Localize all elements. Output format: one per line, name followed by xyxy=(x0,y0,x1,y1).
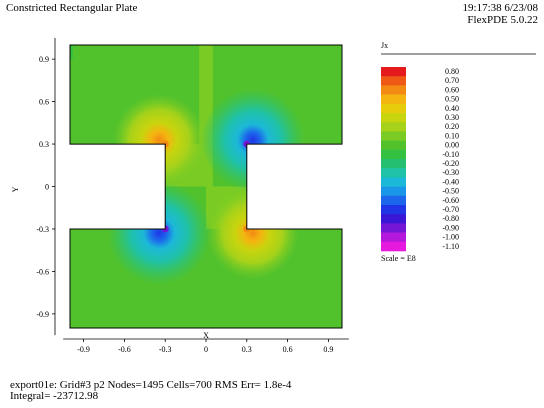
legend-label: -1.00 xyxy=(442,233,459,242)
legend-swatch xyxy=(381,113,406,123)
legend-label: -0.10 xyxy=(442,150,459,159)
legend-swatch xyxy=(381,103,406,114)
footer-grid-stats: export01e: Grid#3 p2 Nodes=1495 Cells=70… xyxy=(10,379,292,391)
timestamp: 19:17:38 6/23/08 xyxy=(462,2,538,14)
legend-scale: Scale = E8 xyxy=(381,254,416,263)
x-tick-label: 0 xyxy=(204,345,208,354)
legend-swatch xyxy=(381,67,406,77)
legend-swatch xyxy=(381,232,406,243)
legend-swatch xyxy=(381,94,406,105)
x-tick-label: 0.3 xyxy=(242,345,252,354)
legend-swatch xyxy=(381,131,406,141)
timestamp-block: 19:17:38 6/23/08 FlexPDE 5.0.22 xyxy=(463,2,538,26)
legend-swatch xyxy=(381,168,406,178)
legend-label: -0.60 xyxy=(442,196,459,205)
x-axis-ticks: -0.9 -0.6 -0.3 0 0.3 0.6 0.9 xyxy=(77,339,333,354)
legend-swatch xyxy=(381,159,406,169)
legend-title: Jx xyxy=(381,41,388,50)
legend-swatch xyxy=(381,85,406,95)
legend-label: -0.30 xyxy=(442,168,459,177)
y-tick-label: -0.3 xyxy=(36,225,49,234)
plate-outline xyxy=(69,44,343,329)
legend-swatch xyxy=(381,149,406,160)
legend-label: 0.40 xyxy=(445,104,459,113)
legend-swatch xyxy=(381,223,406,233)
y-tick-label: 0.6 xyxy=(39,98,49,107)
legend-label: 0.60 xyxy=(445,85,459,94)
y-tick-label: -0.9 xyxy=(36,310,49,319)
legend-label: -0.80 xyxy=(442,214,459,223)
color-legend: 0.800.700.600.500.400.300.200.100.00-0.1… xyxy=(381,67,459,252)
legend-label: 0.20 xyxy=(445,122,459,131)
y-axis-label: Y xyxy=(11,186,20,192)
hotspot-mark xyxy=(113,94,206,187)
legend-label: -0.40 xyxy=(442,177,459,186)
legend-swatch xyxy=(381,140,406,151)
legend-label: -0.70 xyxy=(442,205,459,214)
x-axis-label: X xyxy=(203,331,209,340)
legend-label: 0.10 xyxy=(445,131,459,140)
hotspot-mark xyxy=(107,180,212,285)
footer-info: export01e: Grid#3 p2 Nodes=1495 Cells=70… xyxy=(10,380,291,402)
x-tick-label: 0.9 xyxy=(323,345,333,354)
y-axis-ticks: 0.9 0.6 0.3 0 -0.3 -0.6 -0.9 xyxy=(36,55,55,319)
x-tick-label: -0.9 xyxy=(77,345,90,354)
legend-label: -0.90 xyxy=(442,223,459,232)
hotspot-mark xyxy=(200,88,305,193)
y-tick-label: -0.6 xyxy=(36,267,49,276)
legend-swatch xyxy=(381,214,406,224)
legend-label: 0.50 xyxy=(445,95,459,104)
y-tick-label: 0.3 xyxy=(39,140,49,149)
hotspot-mark xyxy=(206,186,299,279)
x-tick-label: 0.6 xyxy=(283,345,293,354)
legend-swatch xyxy=(381,122,406,132)
legend-swatch xyxy=(381,177,406,187)
plate-field xyxy=(70,45,342,328)
legend-label: 0.00 xyxy=(445,141,459,150)
x-tick-label: -0.6 xyxy=(118,345,131,354)
footer-integral: Integral= -23712.98 xyxy=(10,390,99,402)
y-tick-label: 0.9 xyxy=(39,55,49,64)
legend-swatch xyxy=(381,195,406,206)
x-tick-label: -0.3 xyxy=(159,345,172,354)
legend-label: -0.20 xyxy=(442,159,459,168)
plot-title: Constricted Rectangular Plate xyxy=(6,2,138,14)
field-band xyxy=(70,45,73,60)
legend-label: 0.80 xyxy=(445,67,459,76)
legend-swatch xyxy=(381,76,406,86)
legend-swatch xyxy=(381,241,406,252)
legend-label: 0.30 xyxy=(445,113,459,122)
legend-label: 0.70 xyxy=(445,76,459,85)
software-version: FlexPDE 5.0.22 xyxy=(467,14,538,26)
legend-swatch xyxy=(381,186,406,197)
legend-swatch xyxy=(381,205,406,215)
legend-label: -1.10 xyxy=(442,242,459,251)
y-tick-label: 0 xyxy=(45,183,49,192)
legend-label: -0.50 xyxy=(442,187,459,196)
